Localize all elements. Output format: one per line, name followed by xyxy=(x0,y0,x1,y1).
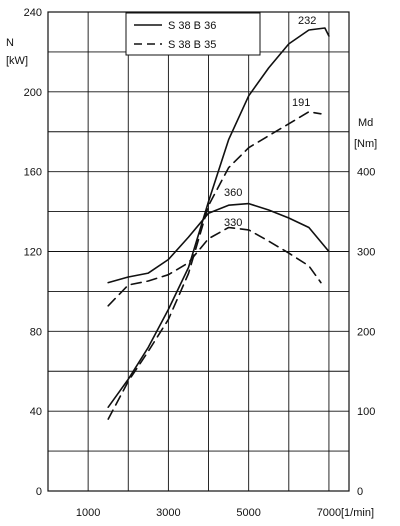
torque-curve-b36 xyxy=(107,202,330,284)
legend-box xyxy=(125,12,261,56)
power-tick-label: 0 xyxy=(36,486,42,498)
torque-tick-label: 200 xyxy=(357,326,375,338)
x-tick-label: 3000 xyxy=(156,507,180,519)
power-tick-label: 40 xyxy=(30,406,42,418)
power-axis-ticks: 0 40 80 120 160 200 240 xyxy=(24,7,42,498)
x-tick-label: 7000 xyxy=(317,507,341,519)
x-tick-label: 5000 xyxy=(236,507,260,519)
annotation-power-max-b36: 232 xyxy=(298,15,316,27)
torque-axis-ticks: 0 100 200 300 400 xyxy=(357,167,375,498)
power-tick-label: 200 xyxy=(24,87,42,99)
power-tick-label: 80 xyxy=(30,326,42,338)
power-curve-b36 xyxy=(107,27,330,409)
torque-curve-b35 xyxy=(107,226,322,307)
legend: S 38 B 36 S 38 B 35 xyxy=(125,12,261,56)
x-axis-label: [1/min] xyxy=(341,507,374,519)
annotation-power-max-b35: 191 xyxy=(292,97,310,109)
torque-tick-label: 100 xyxy=(357,406,375,418)
x-axis-ticks: 1000 3000 5000 7000 xyxy=(76,507,341,519)
torque-tick-label: 0 xyxy=(357,486,363,498)
power-tick-label: 160 xyxy=(24,167,42,179)
torque-axis-label: Md xyxy=(358,117,373,129)
x-tick-label: 1000 xyxy=(76,507,100,519)
power-tick-label: 120 xyxy=(24,247,42,259)
annotation-torque-max-b36: 360 xyxy=(224,187,242,199)
power-tick-label: 240 xyxy=(24,7,42,19)
legend-label-solid: S 38 B 36 xyxy=(168,20,216,32)
torque-tick-label: 300 xyxy=(357,247,375,259)
power-curve-b35 xyxy=(107,111,322,420)
power-axis-unit: [kW] xyxy=(6,55,28,67)
chart-series xyxy=(107,27,330,420)
torque-axis-unit: [Nm] xyxy=(354,138,377,150)
legend-label-dashed: S 38 B 35 xyxy=(168,39,216,51)
chart-grid xyxy=(47,11,350,492)
torque-tick-label: 400 xyxy=(357,167,375,179)
power-axis-label: N xyxy=(6,37,14,49)
annotation-torque-max-b35: 330 xyxy=(224,217,242,229)
